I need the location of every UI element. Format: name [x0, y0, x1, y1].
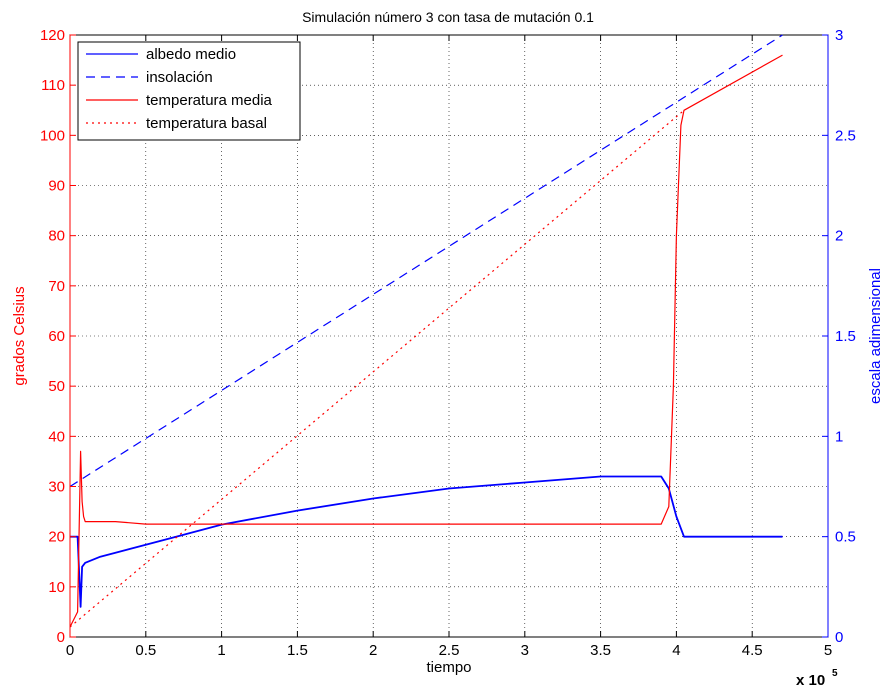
x-tick-label: 4.5: [742, 642, 763, 659]
y-left-tick-label: 50: [48, 378, 65, 395]
y-left-tick-label: 20: [48, 529, 65, 546]
x-exponent-power: 5: [832, 668, 838, 679]
series-line-0: [70, 475, 783, 608]
x-exponent: x 10 5: [796, 668, 838, 689]
y-left-tick-label: 0: [57, 629, 65, 646]
y-left-tick-label: 40: [48, 428, 65, 445]
y-left-tick-label: 110: [41, 77, 65, 94]
x-tick-label: 5: [824, 642, 832, 659]
series-line-1: [69, 34, 783, 488]
y-left-tick-label: 60: [48, 328, 65, 345]
x-exponent-base: x 10: [796, 672, 825, 689]
series-layer: [69, 34, 783, 628]
x-tick-label: 4: [672, 642, 680, 659]
x-tick-label: 3: [521, 642, 529, 659]
legend-label: temperatura basal: [146, 115, 267, 132]
legend-box: [77, 41, 301, 141]
y-right-tick-label: 1: [835, 428, 843, 445]
y-right-tick-label: 1.5: [835, 328, 856, 345]
x-tick-label: 2: [369, 642, 377, 659]
x-tick-label: 0.5: [135, 642, 156, 659]
x-tick-label: 1: [217, 642, 225, 659]
x-axis-label: tiempo: [426, 659, 471, 676]
y-left-tick-label: 90: [48, 178, 65, 195]
y-right-tick-label: 2.5: [835, 127, 856, 144]
legend-label: temperatura media: [146, 92, 273, 109]
y-left-tick-label: 120: [40, 27, 65, 44]
x-tick-label: 2.5: [439, 642, 460, 659]
legend-label: albedo medio: [146, 46, 236, 63]
y-right-tick-label: 0: [835, 629, 843, 646]
chart-title: Simulación número 3 con tasa de mutación…: [302, 9, 594, 25]
x-tick-label: 0: [66, 642, 74, 659]
legend: albedo medio insolación temperatura media t…: [77, 41, 301, 141]
legend-label: insolación: [146, 69, 213, 86]
y-left-tick-label: 30: [48, 479, 65, 496]
y-left-tick-label: 100: [40, 127, 65, 144]
y-right-tick-label: 2: [835, 228, 843, 245]
y-left-tick-label: 10: [48, 579, 65, 596]
y-axis-label-left: grados Celsius: [11, 286, 28, 385]
y-right-tick-label: 0.5: [835, 529, 856, 546]
y-right-tick-label: 3: [835, 27, 843, 44]
y-left-tick-label: 80: [48, 228, 65, 245]
x-tick-label: 1.5: [287, 642, 308, 659]
series-line-2: [69, 54, 783, 628]
x-tick-label: 3.5: [590, 642, 611, 659]
series-line-3: [69, 109, 685, 628]
ticks-layer: 0 0.5 1 1.5 2 2.5 3 3.5 4 4.5 50102030405060708090…: [40, 27, 856, 659]
y-axis-label-right: escala adimensional: [867, 268, 884, 404]
y-left-tick-label: 70: [48, 278, 65, 295]
